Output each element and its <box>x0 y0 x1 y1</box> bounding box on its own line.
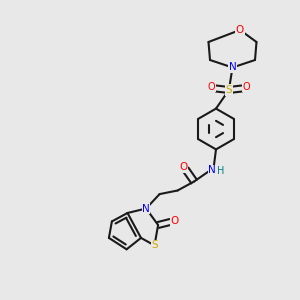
Text: H: H <box>217 166 224 176</box>
Text: O: O <box>179 162 188 172</box>
Text: O: O <box>242 82 250 92</box>
Text: O: O <box>170 216 178 226</box>
Text: N: N <box>229 62 236 73</box>
Text: O: O <box>208 82 215 92</box>
Text: N: N <box>208 165 216 176</box>
Text: S: S <box>226 85 232 95</box>
Text: N: N <box>142 203 150 214</box>
Text: S: S <box>151 240 158 250</box>
Text: O: O <box>236 25 244 35</box>
